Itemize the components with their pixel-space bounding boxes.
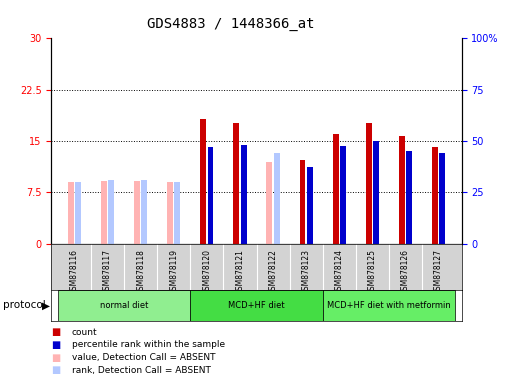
Text: GSM878125: GSM878125 xyxy=(368,249,377,295)
Bar xyxy=(167,182,173,244)
Bar xyxy=(332,134,339,244)
Text: GSM878124: GSM878124 xyxy=(335,249,344,295)
Bar xyxy=(340,146,346,244)
Bar xyxy=(101,181,107,244)
Bar xyxy=(274,154,280,244)
Text: GSM878118: GSM878118 xyxy=(136,249,145,295)
Bar xyxy=(323,290,455,321)
Bar xyxy=(406,151,412,244)
Bar xyxy=(399,136,405,244)
Text: percentile rank within the sample: percentile rank within the sample xyxy=(72,340,225,349)
Bar xyxy=(208,147,213,244)
Text: GSM878120: GSM878120 xyxy=(202,249,211,295)
Text: count: count xyxy=(72,328,97,337)
Text: GSM878119: GSM878119 xyxy=(169,249,178,295)
Text: GSM878126: GSM878126 xyxy=(401,249,410,295)
Bar xyxy=(75,182,81,244)
Text: MCD+HF diet: MCD+HF diet xyxy=(228,301,285,310)
Bar xyxy=(307,167,313,244)
Bar xyxy=(233,123,239,244)
Bar xyxy=(366,122,372,244)
Bar xyxy=(300,160,305,244)
Bar xyxy=(190,290,323,321)
Text: ■: ■ xyxy=(51,353,61,362)
Text: GDS4883 / 1448366_at: GDS4883 / 1448366_at xyxy=(147,17,314,31)
Bar xyxy=(241,144,247,244)
Text: ▶: ▶ xyxy=(42,300,50,310)
Text: rank, Detection Call = ABSENT: rank, Detection Call = ABSENT xyxy=(72,366,211,375)
Text: ■: ■ xyxy=(51,340,61,350)
Bar xyxy=(373,141,379,244)
Text: GSM878127: GSM878127 xyxy=(434,249,443,295)
Bar xyxy=(174,182,181,244)
Bar xyxy=(439,154,445,244)
Text: GSM878123: GSM878123 xyxy=(302,249,311,295)
Bar xyxy=(68,182,74,244)
Text: ■: ■ xyxy=(51,365,61,375)
Bar xyxy=(134,181,140,244)
Text: GSM878116: GSM878116 xyxy=(70,249,79,295)
Text: protocol: protocol xyxy=(3,300,45,310)
Bar xyxy=(200,119,206,244)
Bar xyxy=(58,290,190,321)
Text: GSM878121: GSM878121 xyxy=(235,249,245,295)
Text: ■: ■ xyxy=(51,327,61,337)
Text: MCD+HF diet with metformin: MCD+HF diet with metformin xyxy=(327,301,451,310)
Bar xyxy=(432,147,438,244)
Text: GSM878122: GSM878122 xyxy=(268,249,278,295)
Bar xyxy=(141,180,147,244)
Text: GSM878117: GSM878117 xyxy=(103,249,112,295)
Bar xyxy=(266,162,272,244)
Text: normal diet: normal diet xyxy=(100,301,148,310)
Text: value, Detection Call = ABSENT: value, Detection Call = ABSENT xyxy=(72,353,215,362)
Bar xyxy=(108,180,114,244)
